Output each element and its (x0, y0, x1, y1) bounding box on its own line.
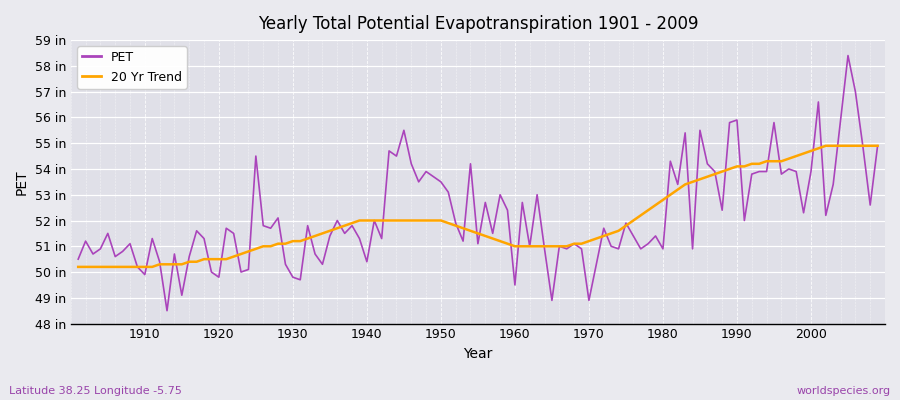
20 Yr Trend (821, 143, 832, 148)
PET (132, 264, 143, 269)
20 Yr Trend (339, 223, 350, 228)
20 Yr Trend (598, 234, 609, 238)
X-axis label: Year: Year (464, 347, 492, 361)
PET (509, 282, 520, 287)
PET (517, 200, 527, 205)
20 Yr Trend (502, 241, 513, 246)
Line: 20 Yr Trend: 20 Yr Trend (78, 146, 878, 267)
20 Yr Trend (872, 143, 883, 148)
PET (73, 257, 84, 262)
Y-axis label: PET: PET (15, 169, 29, 195)
PET (606, 244, 616, 249)
Line: PET: PET (78, 56, 878, 311)
20 Yr Trend (73, 264, 84, 269)
PET (346, 223, 357, 228)
Title: Yearly Total Potential Evapotranspiration 1901 - 2009: Yearly Total Potential Evapotranspiratio… (257, 15, 698, 33)
20 Yr Trend (509, 244, 520, 249)
PET (162, 308, 173, 313)
PET (872, 143, 883, 148)
Text: Latitude 38.25 Longitude -5.75: Latitude 38.25 Longitude -5.75 (9, 386, 182, 396)
Text: worldspecies.org: worldspecies.org (796, 386, 891, 396)
Legend: PET, 20 Yr Trend: PET, 20 Yr Trend (77, 46, 187, 89)
PET (842, 53, 853, 58)
20 Yr Trend (132, 264, 143, 269)
PET (302, 223, 313, 228)
20 Yr Trend (295, 239, 306, 244)
